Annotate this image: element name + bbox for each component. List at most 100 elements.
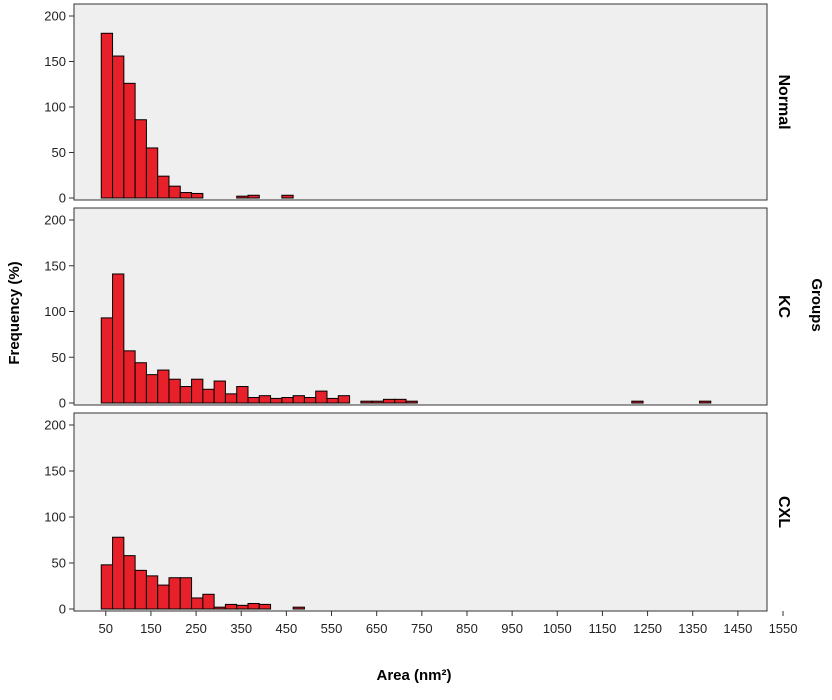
histogram-bar	[100, 32, 114, 199]
histogram-bar	[145, 575, 159, 610]
histogram-bar	[224, 393, 238, 404]
x-tick-label: 1050	[543, 621, 572, 636]
histogram-bar	[394, 398, 407, 404]
x-tick-label: 950	[501, 621, 523, 636]
y-tick-label: 100	[44, 100, 66, 115]
histogram-bar	[134, 569, 147, 610]
histogram-bar	[157, 175, 170, 199]
histogram-bar	[360, 400, 373, 404]
y-tick-label: 0	[59, 602, 66, 617]
y-tick-label: 100	[44, 304, 66, 319]
y-tick-label: 150	[44, 258, 66, 273]
histogram-bar	[179, 577, 193, 610]
histogram-bar	[382, 398, 396, 404]
x-tick-label: 1450	[723, 621, 752, 636]
x-tick-label: 1350	[678, 621, 707, 636]
y-tick-label: 0	[59, 396, 66, 411]
panel-label: CXL	[775, 496, 792, 528]
histogram-bar	[281, 194, 294, 199]
y-tick-label: 150	[44, 464, 66, 479]
facet-title: Groups	[808, 278, 825, 331]
y-tick-label: 200	[44, 418, 66, 433]
histogram-bar	[405, 400, 418, 404]
x-tick-label: 550	[321, 621, 343, 636]
x-tick-label: 1150	[588, 621, 616, 636]
histogram-bar	[292, 395, 305, 404]
panel-label: KC	[775, 295, 792, 319]
histogram-bar	[112, 273, 125, 404]
histogram-bar	[179, 386, 193, 404]
histogram-bar	[236, 195, 249, 199]
histogram-bar	[213, 606, 226, 610]
histogram-bar	[191, 378, 204, 404]
x-tick-label: 1550	[769, 621, 798, 636]
x-axis: 50 150 250 350 450 550 650 750 850 950 1050 1150 125…	[99, 611, 798, 636]
histogram-bar	[236, 386, 249, 404]
histogram-bar	[315, 390, 328, 404]
y-tick-label: 150	[44, 54, 66, 69]
histogram-bar	[326, 397, 339, 404]
y-tick-label: 100	[44, 510, 66, 525]
y-axis-title: Frequency (%)	[6, 261, 23, 364]
histogram-bar	[100, 564, 114, 610]
x-tick-label: 1250	[633, 621, 662, 636]
x-tick-label: 250	[185, 621, 207, 636]
x-tick-label: 350	[230, 621, 252, 636]
y-tick-label: 50	[52, 350, 66, 365]
histogram-bar	[157, 584, 170, 610]
histogram-bar	[168, 378, 181, 404]
histogram-bar	[247, 194, 260, 199]
panel-kc: 0 50 100 150 200 KC	[44, 207, 792, 411]
histogram-bar	[247, 602, 260, 610]
histogram-bar	[112, 55, 125, 199]
histogram-bar	[247, 397, 260, 404]
histogram-bar	[179, 192, 193, 199]
histogram-bar	[698, 400, 712, 404]
y-tick-label: 50	[52, 556, 66, 571]
x-tick-label: 750	[411, 621, 433, 636]
histogram-bar	[371, 400, 384, 404]
histogram-bar	[202, 593, 215, 610]
histogram-bar	[191, 597, 204, 610]
histogram-bar	[134, 362, 147, 404]
histogram-bar	[224, 603, 238, 610]
histogram-bar	[337, 395, 351, 404]
histogram-bar	[112, 536, 125, 610]
panel-background	[73, 3, 768, 201]
histogram-bar	[123, 555, 136, 610]
histogram-bar	[236, 604, 249, 610]
y-tick-label: 200	[44, 213, 66, 228]
x-tick-label: 850	[456, 621, 478, 636]
panel-background	[73, 207, 768, 406]
histogram-bar	[191, 192, 204, 199]
histogram-bar	[145, 374, 159, 404]
histogram-bar	[213, 380, 226, 404]
x-axis-title: Area (nm²)	[376, 667, 451, 684]
x-tick-label: 50	[99, 621, 113, 636]
histogram-bar	[100, 317, 114, 404]
panel-normal: 0 50 100 150 200 Normal	[44, 3, 792, 206]
panel-cxl: 0 50 100 150 200 CXL	[44, 412, 792, 617]
histogram-bar	[123, 82, 136, 199]
histogram-bar	[168, 577, 181, 610]
histogram-bar	[292, 606, 305, 610]
histogram-bar	[270, 397, 283, 404]
histogram-bar	[303, 397, 317, 404]
histogram-bar	[281, 397, 294, 404]
histogram-bar	[258, 395, 272, 404]
x-tick-label: 650	[366, 621, 388, 636]
x-tick-label: 150	[140, 621, 162, 636]
histogram-bar	[258, 603, 272, 610]
panel-label: Normal	[775, 74, 792, 129]
histogram-bar	[202, 388, 215, 404]
y-tick-label: 0	[59, 191, 66, 206]
histogram-bar	[145, 147, 159, 199]
x-tick-label: 450	[276, 621, 298, 636]
histogram-bar	[134, 119, 147, 199]
y-tick-label: 200	[44, 9, 66, 24]
panels-layer: 0 50 100 150 200 Normal 0 50 100 150 200 KC 0 50 100 15…	[44, 3, 792, 617]
histogram-bar	[168, 185, 181, 199]
histogram-bar	[631, 400, 644, 404]
